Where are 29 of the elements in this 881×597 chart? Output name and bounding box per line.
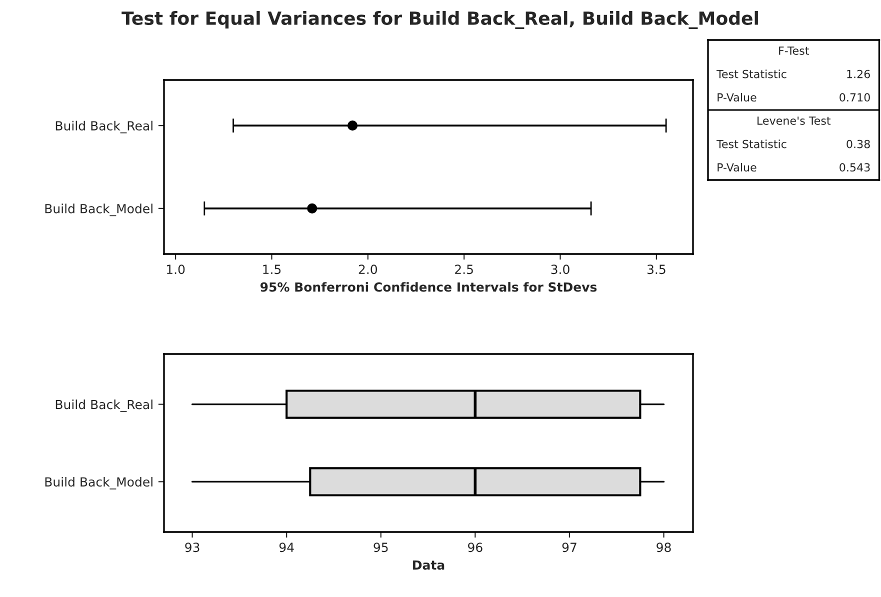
text: 0.710	[840, 93, 870, 102]
text: Test Statistic	[716, 140, 786, 148]
y-tick-label: Build Back_Model	[45, 476, 152, 490]
x-tick-label: 1.5	[263, 264, 281, 274]
text: P-Value	[718, 92, 756, 102]
text: Test Statistic	[716, 70, 786, 78]
x-tick-label: 2.5	[455, 264, 473, 274]
x-axis-title: 95% Bonferroni Confidence Intervals for StDevs	[260, 282, 597, 292]
text: 0.38	[846, 140, 870, 148]
text: 1.26	[847, 70, 870, 78]
x-tick-label: 95	[374, 542, 388, 552]
x-tick-label: 3.0	[551, 264, 570, 274]
text: P-Value	[718, 162, 756, 172]
x-axis-title: Data	[413, 560, 444, 570]
text: Levene's Test	[758, 116, 831, 125]
x-tick-label: 2.0	[358, 264, 378, 274]
x-tick-label: 3.5	[647, 264, 666, 274]
x-tick-label: 97	[562, 542, 576, 552]
text: 0.543	[840, 163, 870, 172]
x-tick-label: 94	[279, 542, 294, 552]
x-tick-label: 96	[468, 542, 482, 552]
x-tick-label: 98	[656, 542, 671, 552]
y-tick-label: Build Back_Real	[56, 120, 152, 134]
y-tick-label: Build Back_Model	[45, 204, 152, 216]
x-tick-label: 1.0	[166, 264, 185, 274]
y-tick-label: Build Back_Real	[56, 400, 152, 412]
text: F-Test	[779, 46, 809, 55]
x-tick-label: 93	[185, 542, 200, 552]
chart-title: Test for Equal Variances for Build Back_Real, Build Back_Model	[122, 11, 758, 29]
